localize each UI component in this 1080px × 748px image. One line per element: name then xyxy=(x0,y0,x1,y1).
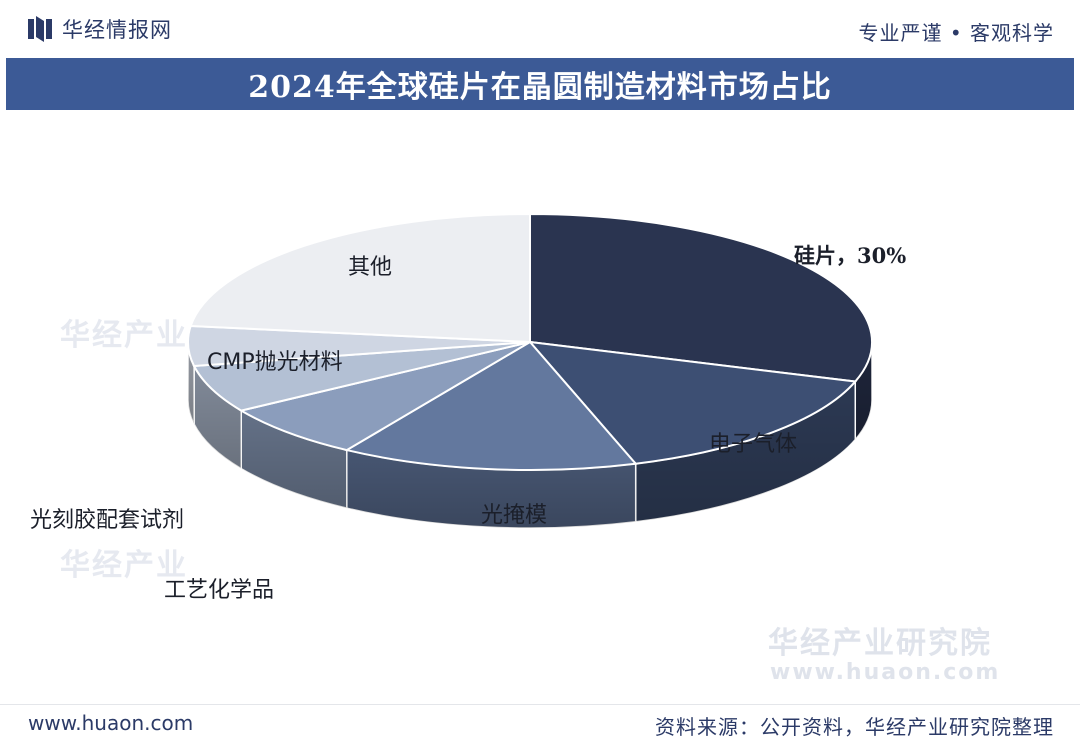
watermark-cn: 华经产业研究院 xyxy=(768,626,992,661)
footer-source: 资料来源：公开资料，华经产业研究院整理 xyxy=(655,715,1054,739)
brand-logo-icon xyxy=(28,16,52,42)
slice-label-cmp: CMP抛光材料 xyxy=(207,350,343,375)
brand-name: 华经情报网 xyxy=(62,18,172,42)
pie-slice xyxy=(238,341,531,452)
pie-slice xyxy=(344,340,638,471)
slice-label-other: 其他 xyxy=(348,255,393,280)
pie-slice-side-shade xyxy=(855,342,872,440)
pie-tops xyxy=(187,212,873,471)
pie-slice xyxy=(529,212,873,383)
footer-url[interactable]: www.huaon.com xyxy=(28,711,194,735)
slice-label-gas: 电子气体 xyxy=(709,432,798,457)
top-bar: 华经情报网 专业严谨 • 客观科学 xyxy=(0,0,1080,56)
pie-slice-side-shade xyxy=(635,381,856,522)
pie-chart: 华经产业 华经产业 硅片，30% 电子气体 光掩模 工艺化学品 光刻胶配套试剂 … xyxy=(0,110,1080,700)
chart-title: 2024年全球硅片在晶圆制造材料市场占比 xyxy=(248,70,832,105)
title-band: 2024年全球硅片在晶圆制造材料市场占比 xyxy=(6,58,1074,110)
footer: www.huaon.com 资料来源：公开资料，华经产业研究院整理 xyxy=(0,704,1080,748)
watermark-bg-1: 华经产业 xyxy=(60,318,188,353)
slogan: 专业严谨 • 客观科学 xyxy=(858,21,1054,45)
pie-slice-side-shade xyxy=(194,365,242,469)
pie-svg xyxy=(187,212,873,529)
slice-label-process-chem: 工艺化学品 xyxy=(164,578,275,603)
pie-slice-side-shade xyxy=(188,342,195,424)
watermark-bg-2: 华经产业 xyxy=(60,548,188,583)
watermark-url: www.huaon.com xyxy=(770,660,1001,685)
pie-slice xyxy=(527,340,858,465)
pie-slice xyxy=(189,212,531,344)
pie-slice-side-shade xyxy=(241,410,347,509)
slice-label-photoresist: 光刻胶配套试剂 xyxy=(30,508,185,533)
slice-label-photomask: 光掩模 xyxy=(481,503,548,528)
brand[interactable]: 华经情报网 xyxy=(28,14,172,44)
slice-label-wafer: 硅片，30% xyxy=(794,243,907,268)
